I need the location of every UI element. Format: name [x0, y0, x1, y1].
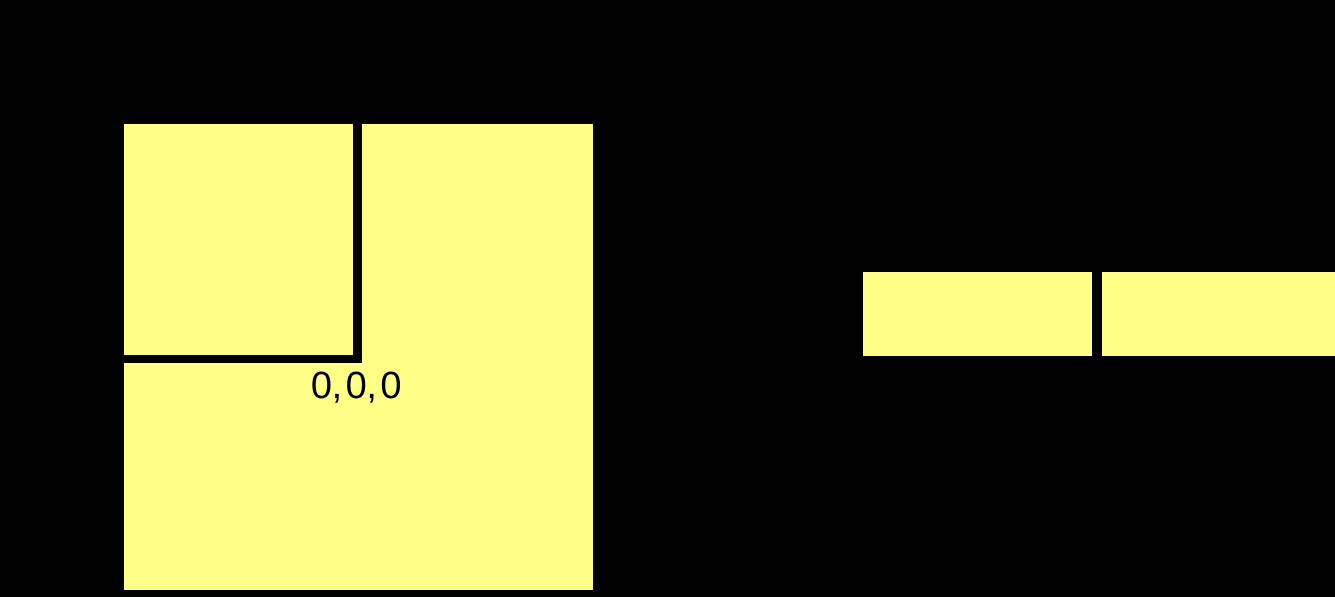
origin-coordinates-label: 0, 0, 0: [310, 365, 402, 407]
strip-rectangle-right-clipped: [1100, 270, 1335, 358]
vertical-divider-line: [353, 124, 362, 362]
strip-rectangle-left: [861, 270, 1094, 358]
subdivided-texture-square: 0, 0, 0: [122, 122, 595, 592]
horizontal-divider-line: [124, 355, 362, 363]
